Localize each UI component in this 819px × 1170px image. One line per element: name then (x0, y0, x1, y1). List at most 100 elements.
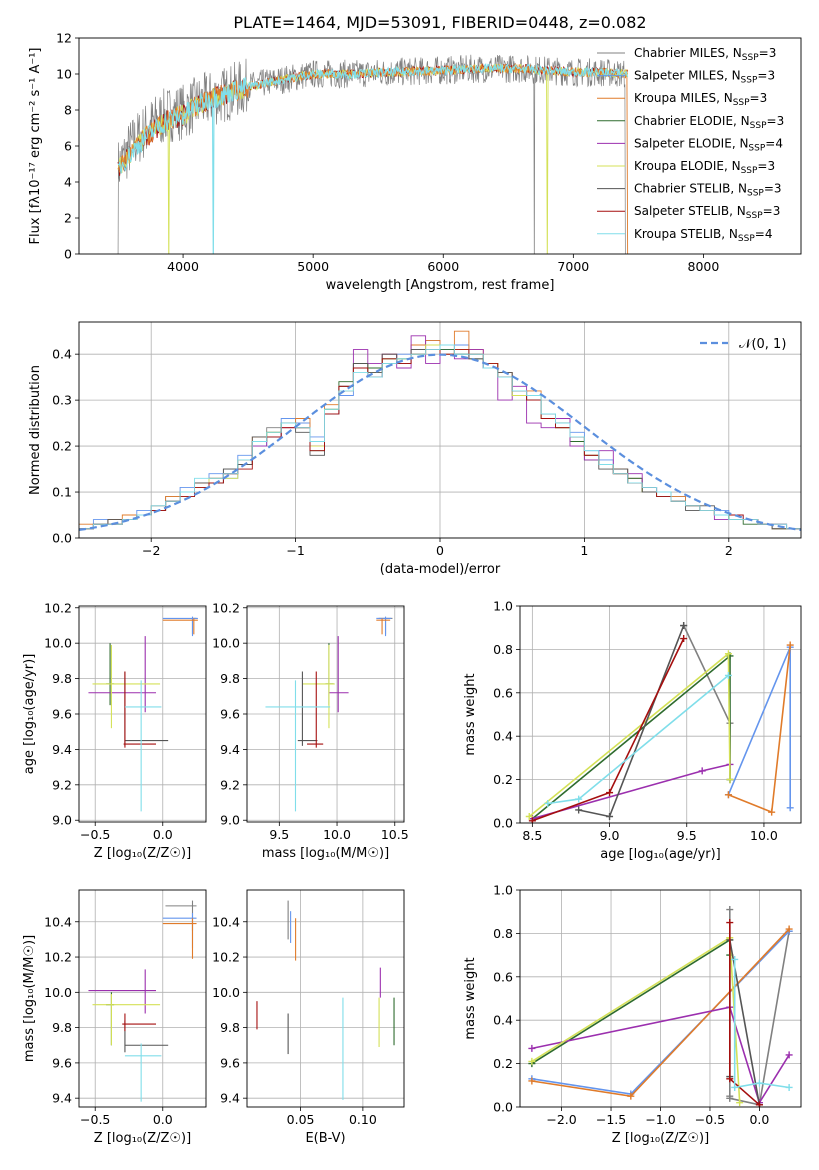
x-tick-label: 8.5 (522, 828, 542, 843)
mass-weight-marker (731, 1083, 739, 1091)
y-tick-label: 9.8 (52, 1020, 72, 1035)
x-axis-label: (data-model)/error (380, 562, 501, 577)
histogram-step (79, 344, 801, 530)
plot-area-age-vs-mass (247, 606, 404, 822)
y-tick-label: 9.8 (52, 671, 72, 686)
mass-weight-marker (680, 622, 688, 630)
y-tick-label: 1.0 (493, 883, 513, 898)
x-tick-label: −0.5 (80, 827, 110, 842)
y-tick-label: 0.3 (52, 393, 72, 408)
y-tick-label: 10.4 (44, 914, 72, 929)
mass-weight-marker (575, 806, 583, 814)
y-tick-label: 0.8 (493, 926, 513, 941)
y-tick-label: 2 (64, 211, 72, 226)
y-tick-label: 0.0 (493, 816, 513, 831)
x-tick-label: −0.5 (695, 1112, 725, 1127)
y-tick-label: 9.4 (52, 742, 72, 757)
legend-nssp: 4 (765, 227, 773, 241)
x-tick-label: 0.0 (153, 1112, 173, 1127)
y-tick-label: 0.2 (493, 1056, 513, 1071)
legend-entry: Chabrier ELODIE, NSSP=3 (634, 114, 784, 131)
y-tick-label: 9.6 (52, 707, 72, 722)
legend-equals: = (750, 91, 760, 105)
normal-reference-curve (79, 353, 801, 531)
x-tick-label: 10.0 (323, 827, 351, 842)
legend-entry: 𝒩(0, 1) (739, 337, 786, 352)
legend-subscript: SSP (738, 234, 755, 244)
axes-age-vs-mass: 9.5 10.0 10.5 9.0 9.2 9.4 9.6 9.8 10.0 10.2 mass [… (212, 600, 409, 861)
y-tick-label: 8 (64, 103, 72, 118)
observed-spectrum-line (117, 54, 626, 254)
y-tick-label: 0.4 (493, 729, 513, 744)
y-axis-label: Flux [fλ10⁻¹⁷ erg cm⁻² s⁻¹ A⁻¹] (28, 48, 43, 245)
mass-weight-marker (785, 1083, 793, 1091)
legend-library: MILES (689, 46, 725, 60)
plot-area-mass-vs-z (79, 890, 206, 1107)
legend-entry: Chabrier MILES, NSSP=3 (634, 46, 776, 63)
legend-equals: = (763, 204, 773, 218)
x-tick-label: 0.0 (153, 827, 173, 842)
legend-imf: Kroupa (634, 227, 676, 241)
legend-nssp: 4 (775, 136, 783, 150)
legend-nssp: 3 (769, 46, 777, 60)
y-tick-label: 9.8 (220, 671, 240, 686)
mass-weight-line (733, 959, 790, 1089)
axes-frame (78, 605, 207, 823)
y-tick-label: 9.6 (220, 707, 240, 722)
model-spectrum-line (117, 63, 629, 254)
x-tick-label: −2.0 (546, 1112, 576, 1127)
y-tick-label: 0.6 (493, 685, 513, 700)
y-tick-label: 10.2 (44, 950, 72, 965)
mass-weight-marker (528, 1044, 536, 1052)
mass-weight-line (532, 638, 685, 822)
mass-weight-marker (606, 789, 614, 797)
legend-subscript: SSP (733, 98, 750, 108)
legend-subscript: SSP (747, 189, 764, 199)
figure-title: PLATE=1464, MJD=53091, FIBERID=0448, z=0… (233, 13, 646, 32)
legend-library: STELIB (688, 204, 729, 218)
axes-weight-vs-age: 8.5 9.0 9.5 10.0 0.0 0.2 0.4 0.6 0.8 1.0 age [log₁… (463, 599, 802, 862)
legend-nssp: 3 (773, 204, 781, 218)
mass-weight-marker (726, 919, 734, 927)
axes-frame (78, 321, 802, 539)
legend-library: STELIB (680, 227, 721, 241)
legend-subscript: SSP (750, 121, 767, 131)
model-spectrum-line (117, 63, 629, 254)
mass-weight-marker (755, 1101, 763, 1107)
y-tick-label: 0 (64, 247, 72, 262)
mass-weight-marker (755, 1079, 763, 1087)
legend-imf: Chabrier (634, 182, 686, 196)
axes-weight-vs-z: −2.0 −1.5 −1.0 −0.5 0.0 0.0 0.2 0.4 0.6 0.8 1.0 Z [… (463, 883, 802, 1146)
axes-mass-vs-ebv: 0.05 0.10 9.4 9.6 9.8 10.0 10.2 10.4 E(B-V) (212, 889, 405, 1146)
x-tick-label: 5000 (297, 259, 329, 274)
x-axis-label: Z [log₁₀(Z/Z☉)] (94, 846, 191, 861)
y-tick-label: 12 (56, 31, 72, 46)
legend-subscript: SSP (741, 166, 758, 176)
x-tick-label: 4000 (167, 259, 199, 274)
y-tick-label: 9.2 (220, 777, 240, 792)
mass-weight-marker (785, 1051, 793, 1059)
mass-weight-marker (724, 791, 732, 799)
x-tick-label: 6000 (427, 259, 459, 274)
x-tick-label: 0.05 (287, 1112, 315, 1127)
x-tick-label: −1.5 (596, 1112, 626, 1127)
mass-weight-marker (726, 776, 734, 784)
y-tick-label: 0.8 (493, 642, 513, 657)
legend-nssp: 3 (777, 114, 785, 128)
mass-weight-marker (786, 804, 794, 812)
x-tick-label: 8000 (688, 259, 720, 274)
legend-nssp: 3 (760, 91, 768, 105)
axes-frame (78, 37, 802, 255)
y-tick-label: 10.0 (44, 636, 72, 651)
y-tick-label: 0.4 (52, 347, 72, 362)
y-tick-label: 10.2 (212, 950, 240, 965)
mass-weight-marker (575, 795, 583, 803)
legend-imf: Salpeter (634, 136, 684, 150)
mass-weight-marker (680, 635, 688, 643)
y-tick-label: 4 (64, 175, 72, 190)
plot-area-weight-vs-age (520, 606, 801, 823)
legend-imf: Chabrier (634, 114, 686, 128)
y-tick-label: 0.0 (493, 1100, 513, 1115)
mass-weight-line (531, 654, 731, 820)
y-tick-label: 9.8 (220, 1020, 240, 1035)
